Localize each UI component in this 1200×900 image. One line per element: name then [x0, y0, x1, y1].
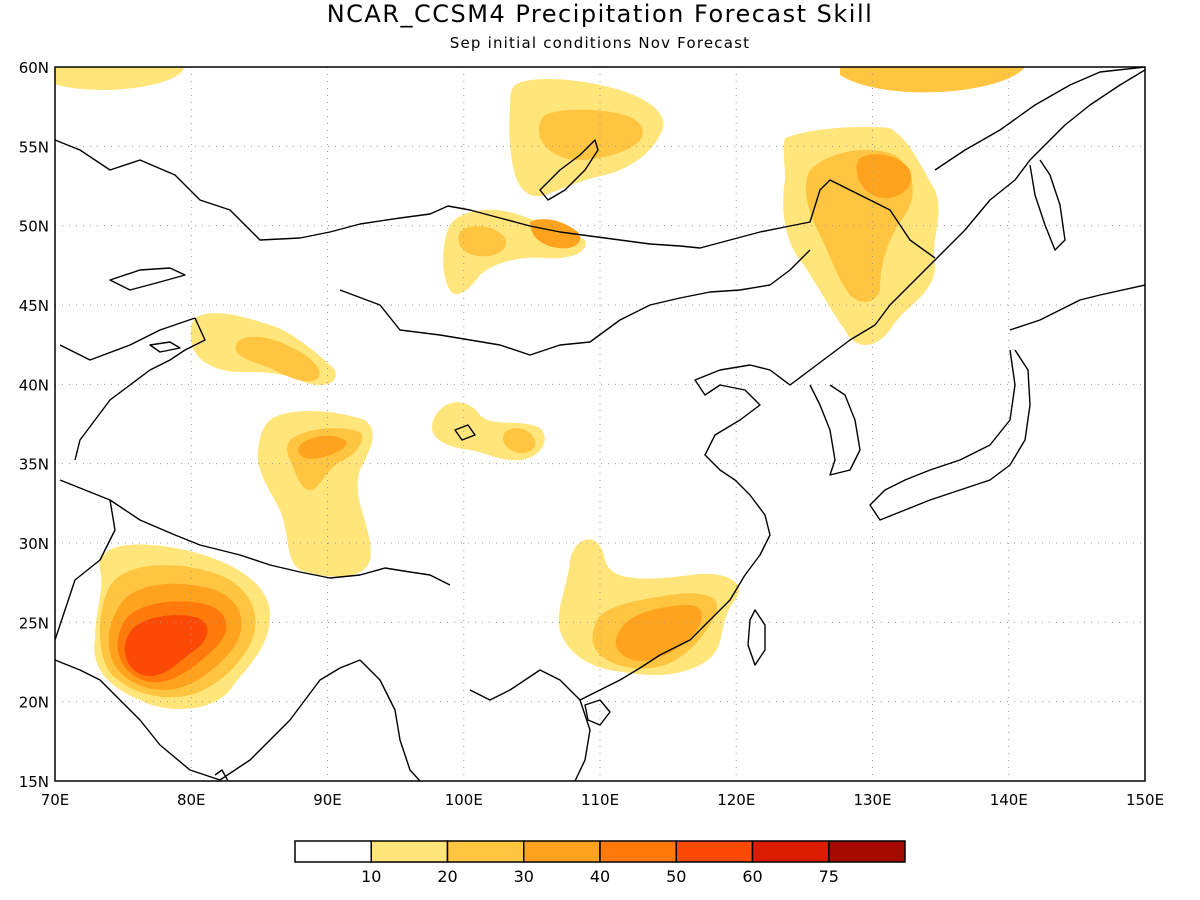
x-tick-label: 90E [313, 791, 342, 809]
skill-region-far-north-level-1 [55, 67, 185, 90]
coast-sri-lanka [214, 769, 229, 781]
coast-china [579, 304, 891, 701]
lake-baikal [539, 139, 599, 201]
y-tick-label: 60N [19, 59, 49, 77]
colorbar-label: 20 [437, 867, 457, 886]
border-india-west [55, 479, 116, 641]
colorbar-label: 10 [361, 867, 381, 886]
colorbar-swatch [828, 840, 906, 863]
y-tick-label: 40N [19, 376, 49, 394]
y-tick-label: 55N [19, 138, 49, 156]
coast-indochina [469, 669, 591, 781]
x-tick-label: 80E [177, 791, 206, 809]
skill-region-qinghai-level-2 [503, 428, 536, 454]
skill-region-tibet-level-3 [298, 435, 347, 459]
skill-map: 70E 80E 90E 100E 110E 120E 130E 140E 150E 15N 20N… [19, 59, 1164, 809]
coast-hokkaido [1009, 284, 1145, 331]
chart-subtitle: Sep initial conditions Nov Forecast [449, 34, 751, 52]
lake-qinghai [454, 424, 476, 441]
border-kazakh-south [59, 317, 196, 361]
colorbar-swatch [446, 840, 525, 863]
y-tick-label: 25N [19, 614, 49, 632]
border-russia-mongolia [299, 179, 936, 259]
colorbar-label: 60 [742, 867, 762, 886]
lake-balkhash [109, 267, 186, 291]
coast-taiwan [747, 609, 766, 666]
x-tick-label: 150E [1126, 791, 1164, 809]
border-mongolia-china [339, 249, 811, 356]
coast-russian-far-east [889, 69, 1145, 306]
skill-region-far-north-level-2 [840, 67, 1025, 93]
y-tick-label: 50N [19, 218, 49, 236]
lake-issyk [149, 341, 181, 353]
coast-hainan [584, 699, 611, 726]
x-tick-label: 130E [853, 791, 891, 809]
y-tick-label: 45N [19, 297, 49, 315]
skill-region-mongolia-level-2 [458, 226, 506, 257]
colorbar-swatch [675, 840, 754, 863]
colorbar-label: 30 [514, 867, 534, 886]
x-tick-label: 140E [990, 791, 1028, 809]
coast-india [55, 659, 361, 781]
colorbar-label: 40 [590, 867, 610, 886]
colorbar-label: 75 [819, 867, 839, 886]
border-himalaya [109, 499, 451, 586]
y-tick-label: 20N [19, 694, 49, 712]
coast-sakhalin [1029, 159, 1066, 251]
x-tick-label: 70E [41, 791, 70, 809]
x-tick-label: 110E [581, 791, 619, 809]
coast-okhotsk [934, 67, 1145, 171]
skill-region-baikal-level-2 [539, 109, 643, 160]
colorbar-swatch [751, 840, 830, 863]
y-tick-label: 30N [19, 535, 49, 553]
coast-bay-of-bengal [359, 659, 421, 781]
colorbar-swatch [599, 840, 677, 863]
colorbar-swatch [294, 840, 372, 863]
border-kazakh-north [55, 139, 301, 241]
skill-region-xinjiang-level-2 [235, 336, 320, 382]
border-xinjiang-west [74, 317, 206, 461]
x-tick-label: 100E [445, 791, 483, 809]
skill-region-mongolia-level-3 [530, 219, 581, 249]
colorbar-label: 50 [666, 867, 686, 886]
coast-japan [869, 349, 1031, 521]
skill-region-northeast-china-level-3 [856, 154, 912, 199]
colorbar-swatch [370, 840, 449, 863]
skill-region-india-level-5 [124, 615, 208, 676]
y-tick-label: 35N [19, 456, 49, 474]
coast-korea [809, 384, 861, 476]
colorbar-swatch [523, 840, 601, 863]
y-tick-label: 15N [19, 773, 49, 791]
skill-region-south-china-level-3 [615, 605, 702, 661]
x-tick-label: 120E [717, 791, 755, 809]
chart-title: NCAR_CCSM4 Precipitation Forecast Skill [326, 0, 874, 28]
